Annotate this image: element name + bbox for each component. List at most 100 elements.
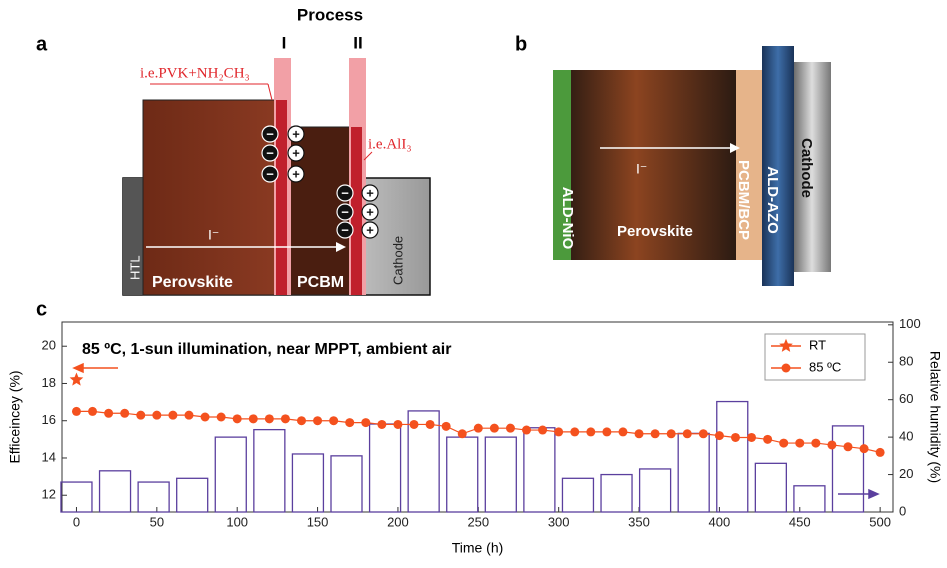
data-point xyxy=(763,434,773,444)
chart-title: 85 ºC, 1-sun illumination, near MPPT, am… xyxy=(82,341,451,358)
data-point xyxy=(779,438,789,448)
data-point xyxy=(730,432,740,442)
y-axis-label: Efficeincey (%) xyxy=(7,370,23,463)
data-point xyxy=(570,427,580,437)
humidity-bar xyxy=(600,473,633,513)
legend-box xyxy=(764,333,866,381)
data-point xyxy=(313,416,323,426)
data-point xyxy=(232,414,242,424)
data-point xyxy=(329,416,339,426)
x-tick-label: 50 xyxy=(150,514,164,529)
data-point xyxy=(361,418,371,428)
y-tick-label: 16 xyxy=(42,412,56,427)
perovskite-layer xyxy=(142,99,280,296)
data-point xyxy=(666,429,676,439)
data-point xyxy=(586,427,596,437)
arrow-head xyxy=(336,242,346,252)
humidity-bar xyxy=(831,425,865,513)
panel-b: b ALD-NiO Perovskite I⁻ PCBM/BCP ALD-AZO… xyxy=(515,33,831,286)
data-point xyxy=(650,429,660,439)
data-point xyxy=(168,410,178,420)
data-point xyxy=(827,440,837,450)
layer-label: PCBM/BCP xyxy=(735,160,752,240)
data-point xyxy=(747,432,757,442)
data-point xyxy=(69,372,84,386)
y-tick-label: 12 xyxy=(42,487,56,502)
note-line xyxy=(267,83,273,101)
data-point xyxy=(248,414,258,424)
humidity-bar xyxy=(214,436,247,513)
data-point xyxy=(538,425,548,435)
x-tick-label: 200 xyxy=(387,514,409,529)
y2-tick-label: 80 xyxy=(899,354,913,369)
x-tick-label: 400 xyxy=(709,514,731,529)
humidity-bar xyxy=(368,423,402,513)
humidity-bar xyxy=(407,410,440,513)
ion-sign: − xyxy=(341,222,349,237)
data-point xyxy=(843,442,853,452)
humidity-bar xyxy=(137,481,170,513)
ion xyxy=(261,165,279,183)
ion xyxy=(361,221,379,239)
ion-sign: + xyxy=(292,166,300,181)
data-point xyxy=(795,438,805,448)
panel-label: a xyxy=(36,33,48,55)
process-band xyxy=(276,100,287,295)
data-point xyxy=(489,423,499,433)
pcbm-layer xyxy=(736,70,762,260)
humidity-bar xyxy=(754,462,787,513)
data-point xyxy=(698,429,708,439)
data-point xyxy=(71,406,81,416)
data-point xyxy=(200,412,210,422)
x-tick-label: 500 xyxy=(869,514,891,529)
layer-label: HTL xyxy=(127,255,142,280)
data-point xyxy=(618,427,628,437)
ions: − + − + − + − + − + − + xyxy=(261,125,379,239)
ion xyxy=(287,125,305,143)
data-point xyxy=(88,406,98,416)
annotation: i.e.AlI₃ xyxy=(368,136,412,152)
x-tick-label: 150 xyxy=(307,514,329,529)
layer-label: ALD-NiO xyxy=(559,187,576,250)
legend-marker xyxy=(779,338,793,352)
data-point xyxy=(522,425,532,435)
data-point xyxy=(875,447,885,457)
data-point xyxy=(811,438,821,448)
data-point xyxy=(634,429,644,439)
x-tick-label: 450 xyxy=(789,514,811,529)
ion-sign: + xyxy=(292,126,300,141)
process-band xyxy=(351,127,362,295)
x-tick-label: 300 xyxy=(548,514,570,529)
y-tick-label: 14 xyxy=(42,449,56,464)
data-point xyxy=(457,429,467,439)
layer-label: PCBM xyxy=(297,274,344,291)
data-point xyxy=(296,416,306,426)
humidity-bar xyxy=(176,477,209,513)
data-point xyxy=(264,414,274,424)
y2-tick-label: 60 xyxy=(899,391,913,406)
data-point xyxy=(682,429,692,439)
note-line xyxy=(363,151,373,161)
axis-arrow xyxy=(838,488,880,500)
y-tick-label: 18 xyxy=(42,375,56,390)
data-point xyxy=(280,414,290,424)
htl-layer xyxy=(123,178,143,295)
ion-label: I⁻ xyxy=(636,161,647,177)
humidity-bar xyxy=(716,400,749,513)
step-label: I xyxy=(282,33,287,52)
data-point xyxy=(184,410,194,420)
data-point xyxy=(554,427,564,437)
ion xyxy=(287,165,305,183)
ion xyxy=(261,125,279,143)
ion xyxy=(361,203,379,221)
process-title: Process xyxy=(297,5,363,24)
ion-sign: − xyxy=(341,185,349,200)
ion-sign: + xyxy=(366,204,374,219)
x-tick-label: 250 xyxy=(467,514,489,529)
humidity-bar xyxy=(330,455,363,513)
panel-label: c xyxy=(36,298,47,320)
data-point xyxy=(393,419,403,429)
humidity-bar xyxy=(253,428,286,513)
data-point xyxy=(104,408,114,418)
x-tick-label: 100 xyxy=(226,514,248,529)
